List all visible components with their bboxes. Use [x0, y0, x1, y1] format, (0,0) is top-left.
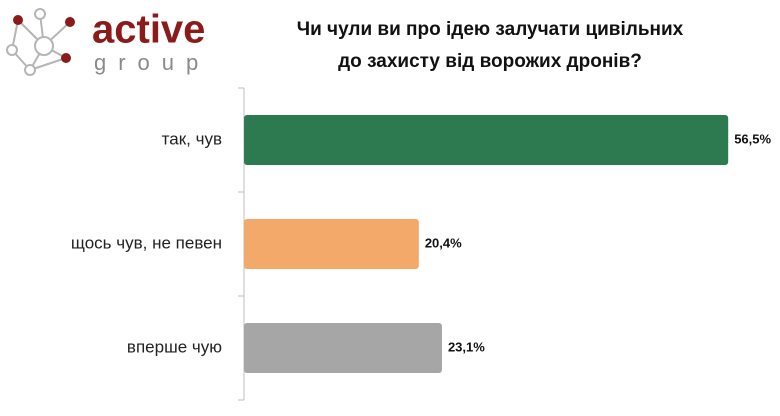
- logo-name: active: [92, 8, 205, 52]
- bar: [244, 115, 729, 165]
- y-tick-label: вперше чую: [127, 337, 222, 356]
- y-tick-label: так, чув: [162, 129, 222, 148]
- bar: [244, 219, 419, 269]
- logo-subname: group: [94, 50, 210, 75]
- chart-title: до захисту від ворожих дронів?: [338, 51, 642, 72]
- axis-ticks: [238, 87, 244, 401]
- value-label: 56,5%: [734, 131, 771, 146]
- logo-icon: [6, 8, 75, 76]
- value-label: 20,4%: [425, 235, 462, 250]
- y-tick-label: щось чув, не певен: [71, 233, 222, 252]
- chart-title: Чи чули ви про ідею залучати цивільних: [297, 19, 684, 40]
- bar: [244, 323, 442, 373]
- value-label: 23,1%: [448, 339, 485, 354]
